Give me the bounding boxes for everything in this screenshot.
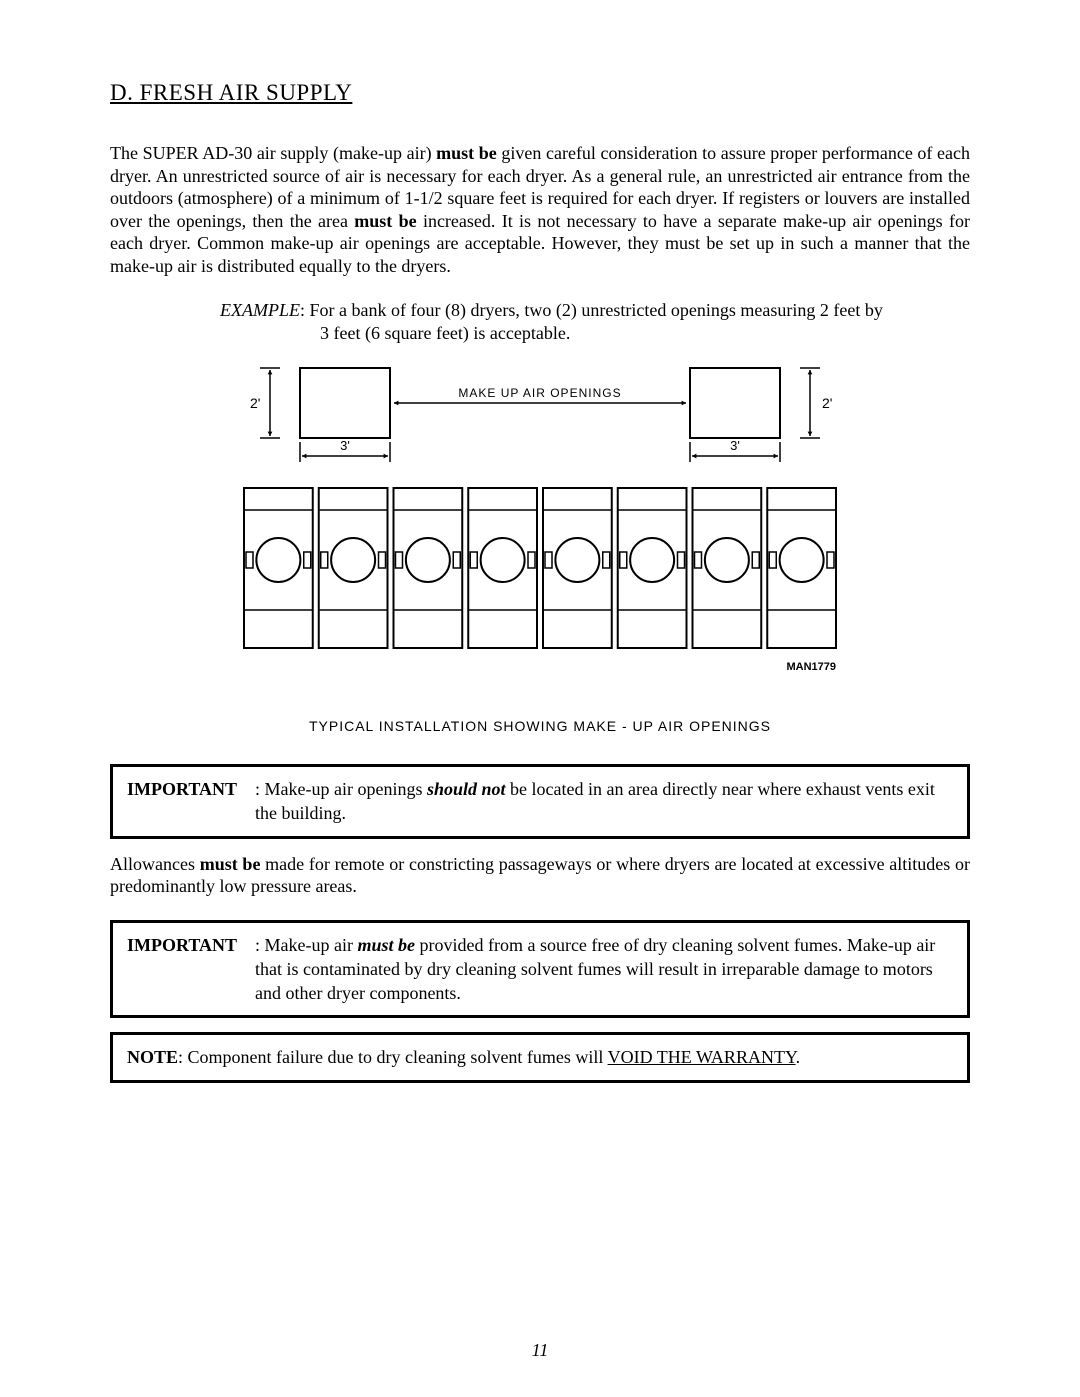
intro-paragraph: The SUPER AD-30 air supply (make-up air)… [110, 142, 970, 277]
text: : Component failure due to dry cleaning … [178, 1047, 608, 1067]
svg-text:2': 2' [250, 395, 260, 411]
emphasis: must be [354, 211, 416, 231]
important-callout-1: IMPORTANT : Make-up air openings should … [110, 764, 970, 839]
diagram-container: MAKE UP AIR OPENINGS 2' 2' 3' 3' MAN1779 [240, 358, 840, 678]
callout-text: : Make-up air must be provided from a so… [255, 933, 953, 1006]
text: The SUPER AD-30 air supply (make-up air) [110, 143, 436, 163]
emphasis: must be [200, 854, 261, 874]
document-page: D. FRESH AIR SUPPLY The SUPER AD-30 air … [0, 0, 1080, 1397]
svg-text:MAN1779: MAN1779 [786, 661, 836, 673]
example-label: EXAMPLE [220, 300, 300, 320]
allowances-paragraph: Allowances must be made for remote or co… [110, 853, 970, 898]
svg-text:MAKE UP AIR OPENINGS: MAKE UP AIR OPENINGS [458, 386, 621, 400]
section-heading: D. FRESH AIR SUPPLY [110, 80, 970, 106]
warranty-void: VOID THE WARRANTY [608, 1047, 796, 1067]
text: : Make-up air openings [255, 779, 427, 799]
installation-diagram: MAKE UP AIR OPENINGS 2' 2' 3' 3' MAN1779 [240, 358, 840, 678]
callout-label: NOTE [127, 1047, 178, 1067]
text: . [796, 1047, 801, 1067]
diagram-caption: TYPICAL INSTALLATION SHOWING MAKE - UP A… [110, 718, 970, 734]
emphasis: must be [436, 143, 497, 163]
note-callout: NOTE: Component failure due to dry clean… [110, 1032, 970, 1082]
emphasis: must be [357, 935, 415, 955]
callout-label: IMPORTANT [127, 933, 255, 1006]
text: Allowances [110, 854, 200, 874]
callout-label: IMPORTANT [127, 777, 255, 826]
svg-text:3': 3' [730, 438, 740, 453]
svg-text:3': 3' [340, 438, 350, 453]
important-callout-2: IMPORTANT : Make-up air must be provided… [110, 920, 970, 1019]
emphasis: should not [427, 779, 506, 799]
callout-text: : Make-up air openings should not be loc… [255, 777, 953, 826]
example-block: EXAMPLE: For a bank of four (8) dryers, … [110, 299, 970, 344]
example-text-line2: 3 feet (6 square feet) is acceptable. [220, 322, 970, 345]
text: : Make-up air [255, 935, 357, 955]
example-text: : For a bank of four (8) dryers, two (2)… [300, 300, 883, 320]
page-number: 11 [0, 1340, 1080, 1361]
svg-text:2': 2' [822, 395, 832, 411]
